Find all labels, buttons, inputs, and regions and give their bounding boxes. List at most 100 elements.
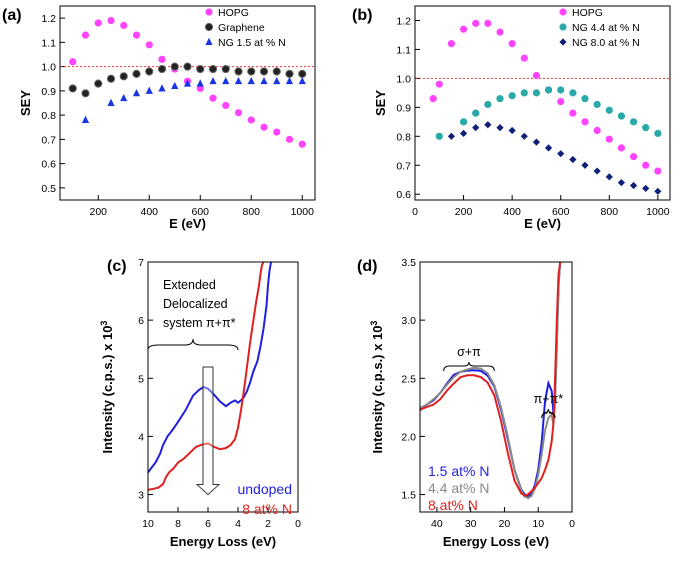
data-point xyxy=(132,31,141,39)
data-point xyxy=(654,129,662,138)
legend-label: NG 4.4 at % N xyxy=(572,22,640,34)
data-point xyxy=(285,76,294,85)
panel-3: (d) 40 30 20 10 0 1.5 2.0 2.5 3.0 3.5 Energy Loss (… xyxy=(357,257,575,549)
data-point xyxy=(435,132,443,140)
data-point xyxy=(107,16,115,25)
data-point xyxy=(285,135,294,143)
data-point xyxy=(68,84,77,93)
series xyxy=(68,62,307,98)
data-point xyxy=(272,67,281,76)
data-point xyxy=(508,40,516,48)
data-point xyxy=(69,58,77,66)
data-point xyxy=(158,84,166,92)
x-tick-label: 800 xyxy=(601,206,619,218)
x-tick-label: 40 xyxy=(431,518,443,530)
data-point xyxy=(472,109,480,117)
legend-label: 1.5 at% N xyxy=(428,463,489,479)
y-tick-label: 1.2 xyxy=(396,15,411,27)
data-point xyxy=(234,109,243,117)
data-point xyxy=(158,55,166,63)
legend-label: HOPG xyxy=(572,7,603,19)
data-point xyxy=(557,86,565,94)
x-axis-label: E (eV) xyxy=(169,216,206,231)
x-tick-label: 4 xyxy=(235,518,241,530)
x-tick-label: 200 xyxy=(89,206,107,218)
legend-marker xyxy=(559,38,567,46)
data-point xyxy=(617,112,626,120)
plot-frame xyxy=(59,5,316,201)
annotation-text: Delocalized xyxy=(163,297,228,311)
series-group xyxy=(148,262,272,491)
y-tick-label: 0.5 xyxy=(41,183,56,195)
x-tick-label: 0 xyxy=(412,206,418,218)
data-point xyxy=(107,98,115,106)
data-point xyxy=(145,86,153,94)
data-point xyxy=(171,81,179,90)
data-point xyxy=(581,161,589,169)
data-point xyxy=(196,84,204,93)
data-point xyxy=(496,28,504,36)
data-point xyxy=(298,69,307,79)
y-tick-label: 0.8 xyxy=(396,131,411,143)
annotation-text: system π+π* xyxy=(163,316,236,330)
y-tick-label: 0.7 xyxy=(41,134,56,146)
x-axis-label: E (eV) xyxy=(524,216,561,231)
data-point xyxy=(484,100,492,109)
y-tick-label: 1.1 xyxy=(396,44,411,56)
x-tick-label: 6 xyxy=(205,518,211,530)
data-point xyxy=(593,126,601,135)
legend-marker xyxy=(205,8,213,16)
legend-marker xyxy=(559,8,567,16)
annotation-text: π+π* xyxy=(534,392,564,406)
data-point xyxy=(106,74,116,83)
y-tick-label: 1.2 xyxy=(41,13,56,25)
data-point xyxy=(183,62,192,71)
data-point xyxy=(132,69,141,79)
y-tick-label: 2.5 xyxy=(401,373,416,385)
data-point xyxy=(496,124,504,132)
y-axis-label: SEY xyxy=(18,90,33,116)
x-tick-label: 1000 xyxy=(646,206,670,218)
data-point xyxy=(484,121,492,129)
y-tick-label: 7 xyxy=(138,257,144,269)
y-tick-label: 0.6 xyxy=(41,159,56,171)
data-point xyxy=(532,89,541,97)
x-tick-label: 400 xyxy=(140,206,158,218)
legend-label: HOPG xyxy=(218,7,249,19)
data-point xyxy=(221,64,230,74)
data-point xyxy=(593,100,601,109)
plot-frame xyxy=(147,261,299,513)
data-point xyxy=(654,167,662,175)
series xyxy=(435,86,662,140)
data-point xyxy=(472,124,480,132)
y-tick-label: 2.0 xyxy=(401,431,416,443)
x-tick-label: 8 xyxy=(175,518,181,530)
data-point xyxy=(447,132,456,140)
data-point xyxy=(557,97,565,106)
data-point xyxy=(617,144,626,152)
x-tick-label: 1000 xyxy=(291,206,315,218)
y-tick-label: 3.5 xyxy=(401,257,416,269)
panel-1: (b) 0 200 400 600 800 1000 0.6 0.7 0.8 0.9 1.0 1.1 1.… xyxy=(352,5,671,231)
data-point xyxy=(259,67,269,76)
x-tick-label: 20 xyxy=(499,518,511,530)
down-arrow-icon xyxy=(195,366,221,496)
annotation-text: Extended xyxy=(163,278,216,292)
data-point xyxy=(145,67,154,76)
plot-frame xyxy=(414,5,671,201)
y-tick-label: 1.0 xyxy=(41,62,56,74)
y-axis-label-text: Intensity (c.p.s.) x 10 xyxy=(100,326,115,454)
legend-label: NG 8.0 at % N xyxy=(572,37,640,49)
data-point xyxy=(247,67,256,76)
data-point xyxy=(81,31,90,39)
data-point xyxy=(617,179,626,187)
y-tick-label: 0.9 xyxy=(41,86,56,98)
panel-2: (c) 10 8 6 4 2 0 3 4 5 6 7 Energy Loss (eV) Intensity… xyxy=(99,257,301,549)
data-point xyxy=(208,64,218,74)
y-tick-label: 5 xyxy=(138,373,144,385)
data-point xyxy=(605,173,613,181)
y-tick-label: 0.8 xyxy=(41,110,56,122)
data-point xyxy=(520,89,528,97)
data-point xyxy=(157,64,167,74)
y-tick-label: 1.0 xyxy=(396,73,411,85)
